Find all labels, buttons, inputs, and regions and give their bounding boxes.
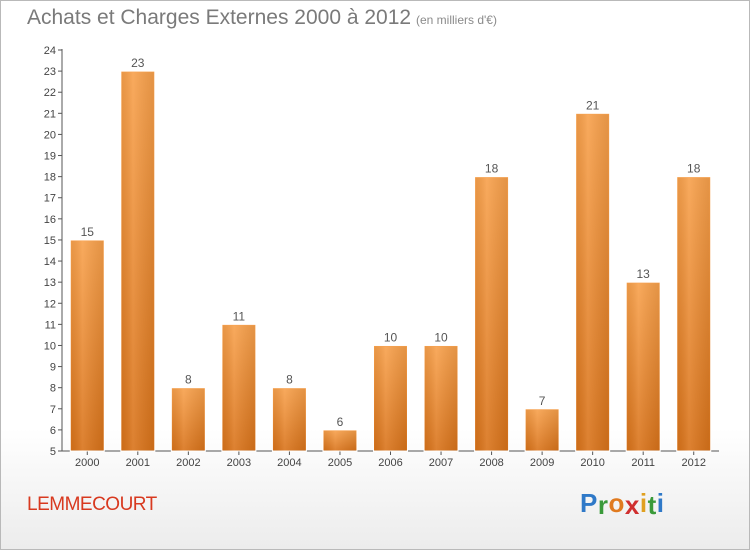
- y-tick-label: 6: [50, 425, 56, 437]
- bar-value-label: 6: [337, 415, 344, 429]
- y-tick-label: 24: [44, 45, 56, 57]
- bar-shade: [71, 240, 104, 451]
- bar-2000: 15: [69, 225, 105, 452]
- bar-shade: [677, 177, 710, 451]
- bar-shade: [475, 177, 508, 451]
- proxiti-logo: Proxiti: [580, 488, 665, 520]
- logo-letter: t: [647, 490, 657, 520]
- y-tick-label: 18: [44, 172, 56, 184]
- logo-letter: o: [608, 488, 625, 518]
- bar-shade: [273, 388, 306, 451]
- bar-value-label: 21: [586, 98, 600, 112]
- bar-shade: [576, 114, 609, 451]
- y-tick-label: 16: [44, 214, 56, 226]
- y-tick-label: 21: [44, 108, 56, 120]
- x-tick-label: 2001: [126, 457, 150, 469]
- chart-subtitle: (en milliers d'€): [416, 13, 497, 27]
- y-tick-label: 5: [50, 446, 56, 458]
- y-tick-label: 10: [44, 340, 56, 352]
- x-tick-label: 2005: [328, 457, 352, 469]
- bar-shade: [425, 346, 458, 451]
- bar-shade: [323, 430, 356, 451]
- x-tick-label: 2012: [681, 457, 705, 469]
- bar-shade: [526, 409, 559, 451]
- bar-value-label: 8: [286, 373, 293, 387]
- logo-letter: r: [597, 490, 609, 520]
- x-tick-label: 2006: [378, 457, 402, 469]
- bar-2011: 13: [625, 267, 661, 452]
- y-tick-label: 23: [44, 66, 56, 78]
- x-tick-label: 2010: [580, 457, 604, 469]
- x-tick-label: 2011: [631, 457, 655, 469]
- bar-shade: [222, 325, 255, 451]
- bar-value-label: 10: [434, 330, 448, 344]
- bar-2002: 8: [170, 373, 206, 452]
- logo-letter: i: [639, 488, 648, 518]
- bar-2009: 7: [524, 394, 560, 452]
- y-tick-label: 20: [44, 129, 56, 141]
- y-tick-label: 22: [44, 87, 56, 99]
- y-tick-label: 17: [44, 193, 56, 205]
- x-tick-label: 2000: [75, 457, 99, 469]
- bar-value-label: 23: [131, 56, 145, 70]
- x-tick-label: 2002: [176, 457, 200, 469]
- bar-2006: 10: [373, 330, 408, 452]
- bar-2008: 18: [474, 162, 510, 452]
- logo-letter: i: [656, 488, 665, 518]
- x-tick-label: 2004: [277, 457, 301, 469]
- commune-name: LEMMECOURT: [27, 494, 157, 515]
- bar-2003: 11: [221, 309, 257, 452]
- logo-letter: P: [580, 488, 598, 518]
- x-tick-label: 2009: [530, 457, 554, 469]
- bar-shade: [374, 346, 407, 451]
- bar-2004: 8: [271, 373, 307, 452]
- bar-value-label: 7: [539, 394, 546, 408]
- bar-2001: 23: [120, 56, 156, 452]
- y-tick-label: 7: [50, 404, 56, 416]
- y-tick-label: 11: [45, 319, 56, 331]
- x-tick-label: 2007: [429, 457, 453, 469]
- bar-shade: [627, 283, 660, 451]
- y-tick-label: 12: [44, 298, 56, 310]
- bar-value-label: 10: [384, 330, 398, 344]
- y-tick-label: 8: [50, 383, 56, 395]
- bar-value-label: 15: [81, 225, 95, 239]
- bar-2007: 10: [423, 330, 459, 452]
- logo-letter: x: [624, 490, 640, 520]
- chart-title: Achats et Charges Externes 2000 à 2012: [27, 6, 412, 29]
- bar-value-label: 13: [637, 267, 651, 281]
- y-tick-label: 19: [44, 151, 56, 163]
- x-tick-label: 2003: [227, 457, 251, 469]
- bar-shade: [172, 388, 205, 451]
- x-tick-label: 2008: [479, 457, 503, 469]
- bar-shade: [121, 72, 154, 452]
- bar-value-label: 18: [687, 162, 701, 176]
- y-tick-label: 15: [44, 235, 56, 247]
- bar-value-label: 8: [185, 373, 192, 387]
- y-tick-label: 13: [44, 277, 56, 289]
- y-tick-label: 9: [50, 362, 56, 374]
- bar-value-label: 11: [233, 309, 246, 323]
- bar-2005: 6: [322, 415, 358, 452]
- bar-value-label: 18: [485, 162, 499, 176]
- bar-2012: 18: [676, 162, 712, 452]
- bar-2010: 21: [575, 98, 611, 452]
- y-tick-label: 14: [44, 256, 56, 268]
